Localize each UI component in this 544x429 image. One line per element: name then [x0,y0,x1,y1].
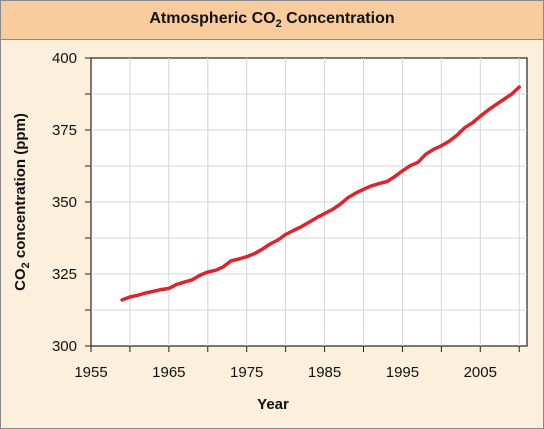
x-tick-labels: 1955 1965 1975 1985 1995 2005 [74,364,497,381]
x-tick-label: 1965 [152,364,185,381]
x-tick-label: 2005 [464,364,497,381]
y-tick-label: 350 [52,194,77,211]
x-tick-label: 1955 [74,364,107,381]
y-tick-label: 375 [52,122,77,139]
chart-title: Atmospheric CO2 Concentration [149,9,395,31]
y-tick-label: 400 [52,50,77,67]
series-lines [120,85,521,302]
y-tick-label: 300 [52,338,77,355]
co2-series-line [120,85,521,302]
y-axis-title: CO2 concentration (ppm) [12,113,32,291]
axis-ticks [85,57,520,352]
x-tick-label: 1985 [308,364,341,381]
x-tick-label: 1995 [386,364,419,381]
grid-lines [91,58,527,346]
y-tick-label: 325 [52,266,77,283]
x-axis-title: Year [257,396,289,413]
chart-title-bar: Atmospheric CO2 Concentration [1,1,543,40]
y-tick-labels: 300 325 350 375 400 [52,50,77,355]
x-tick-label: 1975 [230,364,263,381]
